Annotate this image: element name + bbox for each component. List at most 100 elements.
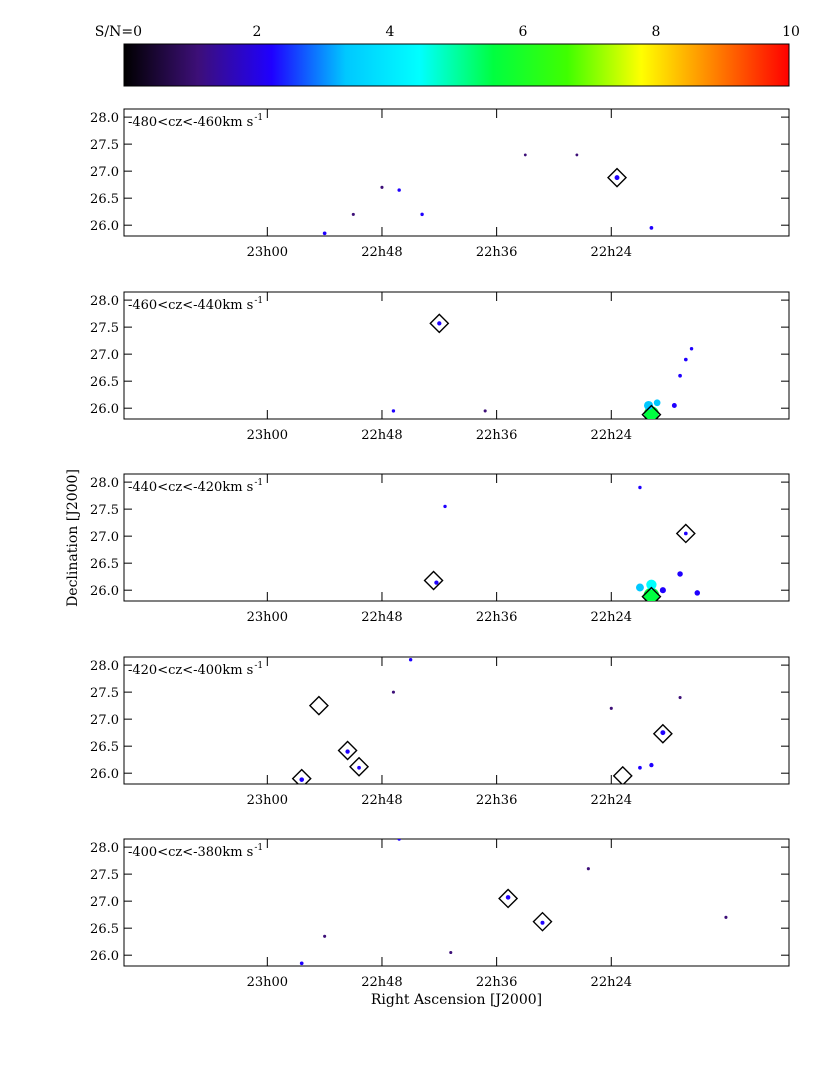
y-tick-label: 27.0 (90, 713, 119, 728)
emission-source (683, 531, 688, 536)
x-tick-label: 22h48 (361, 975, 402, 990)
panel-frame (123, 473, 790, 602)
x-tick-label: 22h48 (361, 610, 402, 625)
emission-source (505, 895, 511, 900)
velocity-range-label: -460<cz<-440km s (128, 298, 253, 313)
y-tick-label: 26.5 (90, 375, 119, 390)
detection-marker (641, 404, 662, 419)
x-tick-label: 22h36 (476, 428, 517, 443)
emission-source (614, 175, 620, 181)
emission-source (483, 409, 487, 413)
emission-source (299, 961, 304, 966)
y-tick-label: 26.0 (90, 219, 119, 234)
colorbar: S/N=0 2 4 6 8 10 (95, 24, 800, 87)
emission-source (443, 504, 447, 509)
emission-source (586, 867, 590, 871)
colorbar-scale (123, 43, 790, 87)
x-tick-label: 22h24 (591, 610, 632, 625)
velocity-unit-exponent: -1 (254, 843, 263, 853)
emission-source (635, 583, 644, 592)
velocity-range-label: -420<cz<-400km s (128, 663, 253, 678)
emission-source (638, 765, 642, 770)
y-tick-label: 27.0 (90, 895, 119, 910)
detection-marker (308, 695, 329, 716)
emission-source (437, 321, 442, 326)
emission-source (434, 580, 439, 585)
y-tick-label: 27.5 (90, 868, 119, 883)
y-tick-label: 27.5 (90, 321, 119, 336)
emission-source (397, 839, 401, 841)
y-tick-label: 26.0 (90, 767, 119, 782)
emission-source (653, 399, 661, 407)
detection-marker (498, 888, 519, 909)
x-tick-label: 23h00 (247, 975, 288, 990)
emission-source (540, 920, 545, 925)
y-tick-label: 27.5 (90, 503, 119, 518)
detection-marker (532, 911, 553, 932)
x-tick-label: 22h48 (361, 793, 402, 808)
emission-source (380, 185, 384, 189)
colorbar-tick-label: 10 (782, 24, 800, 40)
x-tick-label: 22h24 (591, 428, 632, 443)
y-tick-label: 27.5 (90, 138, 119, 153)
emission-source (322, 231, 327, 236)
y-tick-label: 26.5 (90, 740, 119, 755)
channel-map-panel: 28.0 27.5 27.0 26.5 26.0 23h00 22h48 22h36 22h24… (90, 108, 790, 260)
emission-source (351, 212, 355, 216)
emission-source (660, 730, 666, 736)
y-tick-label: 28.0 (90, 294, 119, 309)
colorbar-tick-label: 2 (253, 24, 262, 40)
emission-source (391, 690, 395, 694)
emission-source (683, 357, 688, 362)
x-tick-label: 22h24 (591, 245, 632, 260)
emission-source (678, 373, 682, 378)
emission-source (408, 658, 413, 662)
emission-source (357, 765, 361, 770)
emission-source (391, 409, 396, 413)
channel-map-panel: 28.0 27.5 27.0 26.5 26.0 23h00 22h48 22h36 22h24… (90, 473, 790, 625)
colorbar-tick-label: 4 (386, 24, 395, 40)
emission-source (420, 212, 424, 217)
velocity-unit-exponent: -1 (254, 661, 263, 671)
emission-source (609, 706, 613, 710)
velocity-range-label: -480<cz<-460km s (128, 115, 253, 130)
x-tick-label: 23h00 (247, 428, 288, 443)
velocity-range-label: -400<cz<-380km s (128, 845, 253, 860)
panel-frame (123, 656, 790, 785)
detection-marker (612, 765, 633, 784)
channel-map-panel: 28.0 27.5 27.0 26.5 26.0 23h00 22h48 22h36 22h24… (90, 656, 790, 808)
emission-source (638, 485, 642, 490)
detection-marker (291, 768, 312, 784)
y-tick-label: 26.5 (90, 922, 119, 937)
detection-marker (607, 167, 628, 188)
y-tick-label: 27.5 (90, 686, 119, 701)
emission-source (575, 153, 579, 157)
emission-source (724, 915, 728, 919)
emission-source (677, 571, 683, 577)
x-tick-label: 23h00 (247, 245, 288, 260)
x-axis-label: Right Ascension [J2000] (371, 992, 542, 1008)
detection-marker (349, 756, 370, 777)
y-tick-label: 28.0 (90, 476, 119, 491)
panel-frame (123, 108, 790, 237)
y-tick-label: 27.0 (90, 165, 119, 180)
y-tick-label: 26.0 (90, 949, 119, 964)
emission-source (345, 749, 350, 754)
x-tick-label: 22h48 (361, 245, 402, 260)
x-tick-label: 22h36 (476, 975, 517, 990)
emission-source (449, 950, 453, 955)
colorbar-tick-label: 6 (519, 24, 528, 40)
velocity-range-label: -440<cz<-420km s (128, 480, 253, 495)
detection-marker (337, 740, 358, 761)
panel-frame (123, 838, 790, 967)
x-tick-label: 23h00 (247, 793, 288, 808)
x-tick-label: 22h36 (476, 610, 517, 625)
emission-source (397, 188, 401, 192)
velocity-unit-exponent: -1 (254, 478, 263, 488)
y-tick-label: 27.0 (90, 530, 119, 545)
detection-marker (652, 723, 673, 744)
y-tick-label: 27.0 (90, 348, 119, 363)
channel-map-panel: 28.0 27.5 27.0 26.5 26.0 23h00 22h48 22h36 22h24… (90, 838, 790, 1008)
y-tick-label: 28.0 (90, 841, 119, 856)
